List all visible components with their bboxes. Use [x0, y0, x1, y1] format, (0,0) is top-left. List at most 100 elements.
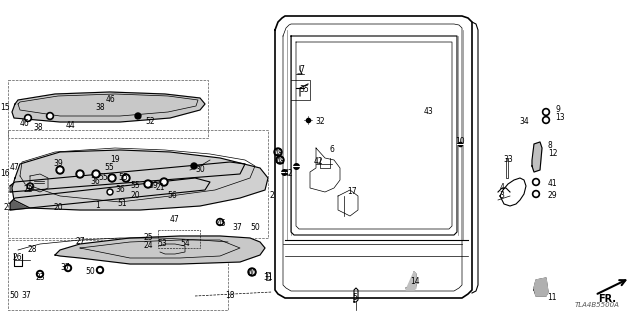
- Text: 14: 14: [410, 277, 420, 286]
- Circle shape: [544, 110, 548, 114]
- Circle shape: [110, 176, 114, 180]
- Text: 46: 46: [105, 95, 115, 105]
- Circle shape: [47, 113, 54, 119]
- Text: 31: 31: [263, 274, 273, 283]
- Text: 7: 7: [300, 66, 305, 75]
- Text: 28: 28: [28, 245, 36, 254]
- Polygon shape: [10, 162, 245, 192]
- Text: 36: 36: [115, 186, 125, 195]
- Text: 55: 55: [104, 164, 114, 172]
- Circle shape: [78, 172, 82, 176]
- Circle shape: [278, 158, 282, 162]
- Text: 55: 55: [118, 173, 128, 182]
- Text: TLA4B5500A: TLA4B5500A: [575, 302, 620, 308]
- Text: 40: 40: [248, 269, 258, 278]
- Text: 50: 50: [85, 268, 95, 276]
- Circle shape: [29, 185, 31, 188]
- Circle shape: [92, 170, 100, 178]
- Circle shape: [191, 163, 197, 169]
- Text: 23: 23: [35, 274, 45, 283]
- Text: 32: 32: [315, 117, 325, 126]
- Circle shape: [108, 174, 116, 182]
- Text: 5: 5: [353, 293, 357, 302]
- Text: 29: 29: [548, 191, 557, 201]
- Polygon shape: [10, 178, 210, 210]
- Text: 33: 33: [503, 156, 513, 164]
- Circle shape: [534, 180, 538, 184]
- Text: 3: 3: [500, 191, 504, 201]
- Text: 13: 13: [555, 114, 564, 123]
- Text: 46: 46: [19, 119, 29, 129]
- Text: 37: 37: [21, 292, 31, 300]
- Circle shape: [124, 176, 128, 180]
- Text: 37: 37: [60, 263, 70, 273]
- Text: 24: 24: [143, 242, 153, 251]
- Circle shape: [99, 268, 102, 271]
- Polygon shape: [55, 236, 265, 264]
- Circle shape: [27, 183, 33, 189]
- Text: 55: 55: [130, 181, 140, 190]
- Text: 54: 54: [180, 239, 190, 249]
- Circle shape: [216, 219, 223, 226]
- Polygon shape: [406, 272, 416, 290]
- Text: 48: 48: [273, 149, 283, 158]
- Polygon shape: [12, 92, 205, 122]
- Text: 11: 11: [547, 293, 557, 302]
- Text: 39: 39: [53, 159, 63, 169]
- Text: 47: 47: [9, 164, 19, 172]
- Circle shape: [94, 172, 98, 176]
- Circle shape: [248, 268, 256, 276]
- Text: 39: 39: [148, 181, 157, 190]
- Text: 2: 2: [270, 191, 275, 201]
- Circle shape: [65, 265, 72, 271]
- Polygon shape: [532, 142, 542, 172]
- Circle shape: [58, 168, 62, 172]
- Text: 52: 52: [145, 117, 155, 126]
- Bar: [8, 240, 228, 310]
- Circle shape: [36, 270, 44, 277]
- Text: 21: 21: [3, 204, 13, 212]
- Text: 34: 34: [519, 117, 529, 126]
- Circle shape: [162, 180, 166, 184]
- Text: 51: 51: [117, 199, 127, 209]
- Text: 36: 36: [90, 178, 100, 187]
- Text: 20: 20: [130, 191, 140, 201]
- Text: 43: 43: [423, 108, 433, 116]
- Polygon shape: [534, 278, 548, 296]
- Circle shape: [544, 118, 548, 122]
- Circle shape: [276, 150, 280, 154]
- Circle shape: [543, 116, 550, 124]
- Text: 49: 49: [25, 183, 35, 193]
- Circle shape: [48, 114, 52, 118]
- Text: 16: 16: [0, 170, 10, 179]
- Text: 56: 56: [167, 191, 177, 201]
- Bar: [8, 80, 208, 138]
- Text: 19: 19: [110, 156, 120, 164]
- Text: 50: 50: [250, 223, 260, 233]
- Text: 15: 15: [0, 103, 10, 113]
- Text: 27: 27: [75, 237, 85, 246]
- Circle shape: [218, 220, 222, 224]
- Circle shape: [38, 273, 42, 276]
- Circle shape: [532, 190, 540, 197]
- Text: 48: 48: [275, 157, 285, 166]
- Circle shape: [26, 116, 30, 120]
- Circle shape: [76, 170, 84, 178]
- Circle shape: [250, 270, 254, 274]
- Circle shape: [135, 113, 141, 119]
- Circle shape: [146, 182, 150, 186]
- Circle shape: [122, 174, 130, 182]
- Text: 25: 25: [143, 234, 153, 243]
- Circle shape: [144, 180, 152, 188]
- Text: 38: 38: [95, 103, 105, 113]
- Circle shape: [97, 267, 104, 274]
- Text: 8: 8: [548, 141, 553, 150]
- Circle shape: [24, 115, 31, 122]
- Circle shape: [276, 156, 284, 164]
- Text: 44: 44: [65, 122, 75, 131]
- Bar: [8, 130, 268, 238]
- Text: 1: 1: [95, 202, 100, 211]
- Text: 38: 38: [33, 124, 43, 132]
- Circle shape: [532, 179, 540, 186]
- Text: 47: 47: [170, 215, 180, 225]
